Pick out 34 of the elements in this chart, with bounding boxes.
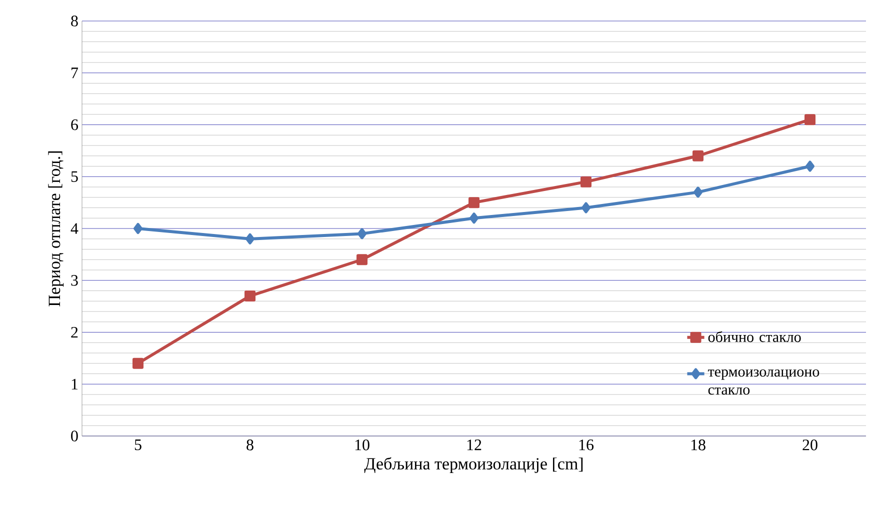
point	[134, 223, 143, 234]
point	[246, 233, 255, 244]
y-axis-title: Период отплате [год.]	[48, 151, 64, 306]
y-tick-label: 3	[71, 275, 78, 286]
y-tick-label: 4	[70, 223, 78, 234]
x-tick-label: 12	[467, 440, 482, 450]
x-tick-label: 8	[246, 440, 254, 450]
x-tick-label: 10	[355, 440, 370, 450]
point	[356, 254, 368, 266]
point	[470, 212, 479, 224]
y-tick-label: 1	[72, 378, 78, 390]
x-tick-label: 5	[134, 440, 142, 450]
legend-label: обично стакло	[708, 331, 801, 342]
point	[694, 186, 703, 198]
point	[244, 290, 256, 302]
point	[806, 160, 815, 172]
y-tick-label: 0	[71, 430, 78, 442]
y-tick-label: 8	[71, 16, 78, 26]
y-tick-label: 2	[71, 326, 78, 338]
x-tick-label: 20	[802, 440, 818, 450]
point	[692, 150, 704, 162]
y-tick-label: 5	[71, 171, 78, 182]
x-tick-label: 18	[691, 440, 706, 450]
point	[804, 114, 816, 126]
point	[132, 358, 144, 369]
point	[582, 202, 591, 214]
y-tick-label: 7	[72, 68, 78, 78]
point	[358, 228, 367, 240]
x-axis-title: Дебљина термоизолације [cm]	[364, 457, 583, 473]
y-tick-label: 6	[71, 119, 78, 130]
x-tick-label: 16	[579, 440, 594, 450]
point	[468, 197, 480, 208]
point	[580, 176, 592, 188]
legend-label: термоизолационо стакло	[708, 369, 820, 395]
